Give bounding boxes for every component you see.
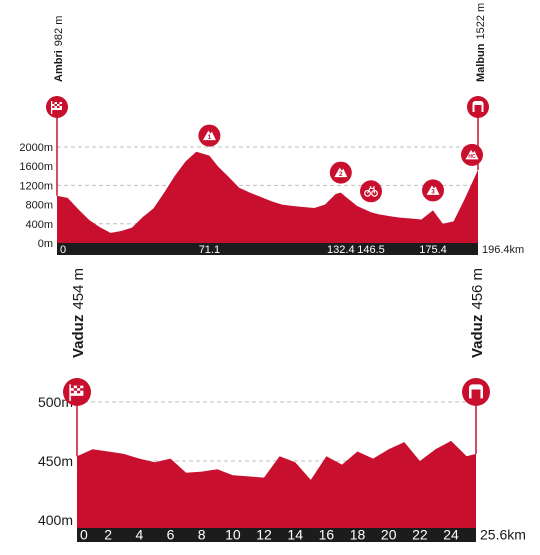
x-tick-label: 22: [412, 526, 428, 542]
finish-altitude: 1522 m: [475, 3, 487, 40]
finish-place-name: Vaduz: [469, 315, 486, 358]
x-tick-label: 175.4: [419, 244, 447, 256]
start-flag-icon: [63, 378, 91, 406]
x-tick-label: 146.5: [357, 244, 385, 256]
x-tick-label: 0: [80, 526, 88, 542]
climb-icon: 3: [422, 179, 444, 201]
y-tick-label: 400m: [38, 512, 73, 528]
y-tick-label: 400m: [25, 219, 53, 231]
icon-disc: [360, 180, 382, 202]
y-tick-label: 1200m: [19, 180, 53, 192]
y-tick-label: 1600m: [19, 161, 53, 173]
start-place-name: Ambri: [53, 50, 65, 82]
x-tick-label: 16: [319, 526, 335, 542]
summit-finish-icon: HC: [461, 144, 483, 166]
finish-place-label: Vaduz 456 m: [469, 268, 486, 358]
climb-icon: 1: [198, 125, 220, 147]
icon-disc: [462, 378, 490, 406]
y-tick-label: 800m: [25, 200, 53, 212]
start-altitude: 454 m: [70, 268, 87, 310]
icon-disc: [467, 96, 489, 118]
climb-icon: 2: [330, 162, 352, 184]
elevation-area: [57, 152, 478, 243]
climb-category-label: 2: [339, 171, 343, 178]
x-tick-label: 4: [135, 526, 143, 542]
elevation-area: [77, 441, 476, 528]
y-tick-label: 450m: [38, 453, 73, 469]
finish-altitude: 456 m: [469, 268, 486, 310]
finish-gate-icon: [467, 96, 489, 118]
x-tick-label: 71.1: [199, 244, 220, 256]
finish-gate-icon: [462, 378, 490, 406]
x-tick-label: 8: [198, 526, 206, 542]
x-tick-label: 18: [350, 526, 366, 542]
x-tick-label: 196.4km: [482, 244, 524, 256]
x-tick-label: 24: [443, 526, 459, 542]
climb-category-label: 1: [208, 134, 212, 141]
distance-axis-bar: [57, 243, 478, 255]
x-tick-label: 25.6km: [480, 526, 526, 542]
x-tick-label: 6: [167, 526, 175, 542]
y-tick-label: 2000m: [19, 142, 53, 154]
x-tick-label: 0: [60, 244, 66, 256]
y-tick-label: 0m: [38, 238, 53, 250]
climb-category-label: 3: [431, 189, 435, 196]
x-tick-label: 2: [104, 526, 112, 542]
start-place-label: Vaduz 454 m: [70, 268, 87, 358]
y-axis-ticks: 0m 400m 800m 1200m 1600m 2000m: [19, 142, 53, 250]
x-tick-label: 132.4: [327, 244, 355, 256]
x-tick-label: 20: [381, 526, 397, 542]
finish-place-name: Malbun: [475, 43, 487, 82]
x-tick-label: 10: [225, 526, 241, 542]
start-place-label: Ambri 982 m: [53, 16, 65, 82]
finish-place-label: Malbun 1522 m: [475, 3, 487, 82]
start-place-name: Vaduz: [70, 315, 87, 358]
grid-lines: [77, 402, 476, 461]
start-altitude: 982 m: [53, 16, 65, 47]
x-tick-label: 12: [256, 526, 272, 542]
sprint-icon: [360, 180, 382, 202]
start-flag-icon: [46, 96, 68, 118]
x-tick-label: 14: [287, 526, 303, 542]
climb-category-label: HC: [468, 154, 476, 160]
